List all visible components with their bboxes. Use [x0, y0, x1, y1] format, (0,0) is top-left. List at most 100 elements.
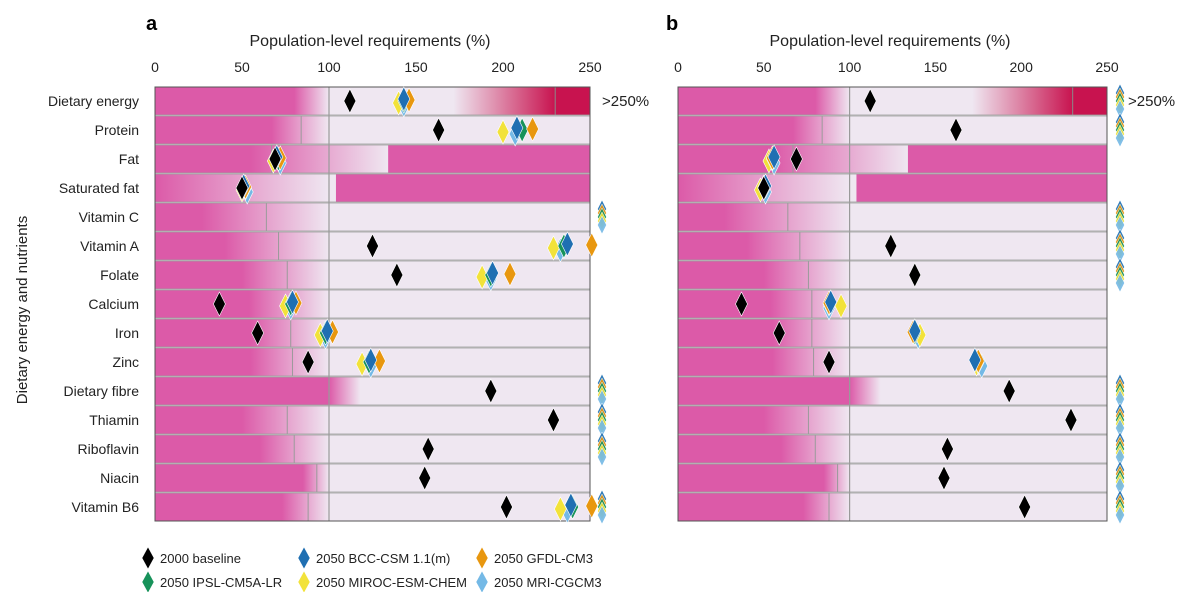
data-point-bcc — [561, 231, 574, 257]
requirement-band — [155, 464, 329, 492]
panel-b-title: Population-level requirements (%) — [770, 33, 1011, 50]
row-label: Iron — [115, 325, 139, 341]
data-point-bcc — [486, 260, 499, 286]
legend-label: 2050 MRI-CGCM3 — [494, 575, 602, 590]
overflow-marker-mri — [1115, 505, 1125, 525]
requirement-band — [155, 348, 329, 376]
data-point-miroc — [496, 119, 510, 145]
row-labels: Dietary energy Protein Fat Saturated fat Vit… — [48, 93, 140, 515]
legend-label: 2050 MIROC-ESM-CHEM — [316, 575, 467, 590]
requirement-band — [678, 87, 850, 115]
x-tick-label: 0 — [151, 59, 159, 75]
plot-frame — [154, 86, 591, 522]
row-label: Vitamin C — [79, 209, 139, 225]
x-tick-label: 150 — [924, 59, 948, 75]
legend-marker-baseline — [141, 546, 155, 570]
x-tick-label: 200 — [491, 59, 515, 75]
data-point-baseline — [949, 117, 963, 143]
data-point-bcc — [510, 115, 524, 141]
data-point-baseline — [235, 175, 249, 201]
row-label: Folate — [100, 267, 139, 283]
data-point-bcc — [286, 289, 299, 315]
overflow-marker-mri — [597, 447, 607, 467]
panel-b: 0 50 100 150 200 250 >250% — [674, 59, 1175, 525]
requirement-band — [678, 493, 850, 521]
data-point-bcc — [564, 492, 578, 518]
data-point-baseline — [251, 320, 264, 346]
requirement-band — [155, 377, 361, 405]
x-tick-label: 250 — [1095, 59, 1119, 75]
data-point-baseline — [822, 349, 836, 375]
overflow-marker-mri — [1115, 273, 1125, 293]
panel-a-label: a — [146, 13, 158, 35]
requirement-band — [155, 406, 329, 434]
requirement-band — [678, 464, 850, 492]
upper-limit-band — [388, 145, 590, 173]
data-point-baseline — [343, 88, 357, 114]
data-point-gfdl — [585, 232, 599, 258]
x-tick-label: 200 — [1010, 59, 1034, 75]
row-label: Dietary energy — [48, 93, 139, 109]
data-point-miroc — [554, 496, 567, 522]
requirement-band — [155, 116, 329, 144]
data-point-bcc — [824, 289, 838, 315]
data-point-bcc — [364, 347, 378, 373]
requirement-band — [678, 290, 850, 318]
requirement-band — [155, 319, 329, 347]
legend-label: 2050 GFDL-CM3 — [494, 551, 593, 566]
x-tick-label: 50 — [756, 59, 772, 75]
requirement-band — [155, 87, 329, 115]
requirement-band — [155, 203, 329, 231]
data-point-baseline — [937, 465, 951, 491]
data-point-baseline — [418, 465, 432, 491]
data-point-baseline — [500, 494, 513, 520]
upper-limit-band — [856, 174, 1107, 202]
row-label: Thiamin — [89, 412, 139, 428]
plot-frame — [677, 86, 1108, 522]
upper-limit-band — [555, 87, 590, 115]
requirement-band — [678, 319, 850, 347]
data-point-gfdl — [585, 493, 599, 519]
row-label: Calcium — [88, 296, 139, 312]
x-tick-label: 100 — [317, 59, 341, 75]
data-point-baseline — [757, 175, 771, 201]
y-axis-label: Dietary energy and nutrients — [14, 216, 31, 404]
data-point-gfdl — [526, 116, 539, 142]
panel-b-label: b — [666, 13, 678, 35]
legend-marker-miroc — [297, 570, 311, 592]
data-point-baseline — [772, 320, 786, 346]
legend-marker-gfdl — [475, 546, 489, 570]
overflow-marker-mri — [1115, 128, 1125, 148]
requirement-band — [155, 435, 329, 463]
requirement-band — [678, 261, 850, 289]
upper-limit-gradient — [849, 87, 1073, 115]
data-point-baseline — [301, 349, 315, 375]
requirement-band — [678, 406, 850, 434]
requirement-band — [155, 261, 329, 289]
requirement-band — [678, 348, 850, 376]
legend-marker-ipsl — [141, 570, 155, 592]
overflow-label: >250% — [602, 93, 649, 110]
data-point-baseline — [1064, 407, 1078, 433]
data-point-baseline — [1018, 494, 1031, 520]
overflow-marker-mri — [597, 505, 607, 525]
requirement-band — [155, 232, 329, 260]
requirement-band — [678, 116, 850, 144]
legend-marker-bcc — [297, 546, 311, 570]
legend-label: 2000 baseline — [160, 551, 241, 566]
requirement-band — [678, 377, 881, 405]
row-label: Protein — [95, 122, 139, 138]
data-point-baseline — [884, 233, 898, 259]
data-point-bcc — [968, 347, 982, 373]
requirement-band — [155, 290, 329, 318]
data-point-baseline — [484, 378, 498, 404]
requirement-band — [678, 203, 850, 231]
data-point-gfdl — [503, 261, 517, 287]
x-tick-label: 100 — [838, 59, 862, 75]
x-tick-label: 150 — [404, 59, 428, 75]
x-tick-label: 0 — [674, 59, 682, 75]
data-point-baseline — [790, 146, 803, 172]
row-label: Zinc — [113, 354, 139, 370]
data-point-baseline — [863, 88, 877, 114]
